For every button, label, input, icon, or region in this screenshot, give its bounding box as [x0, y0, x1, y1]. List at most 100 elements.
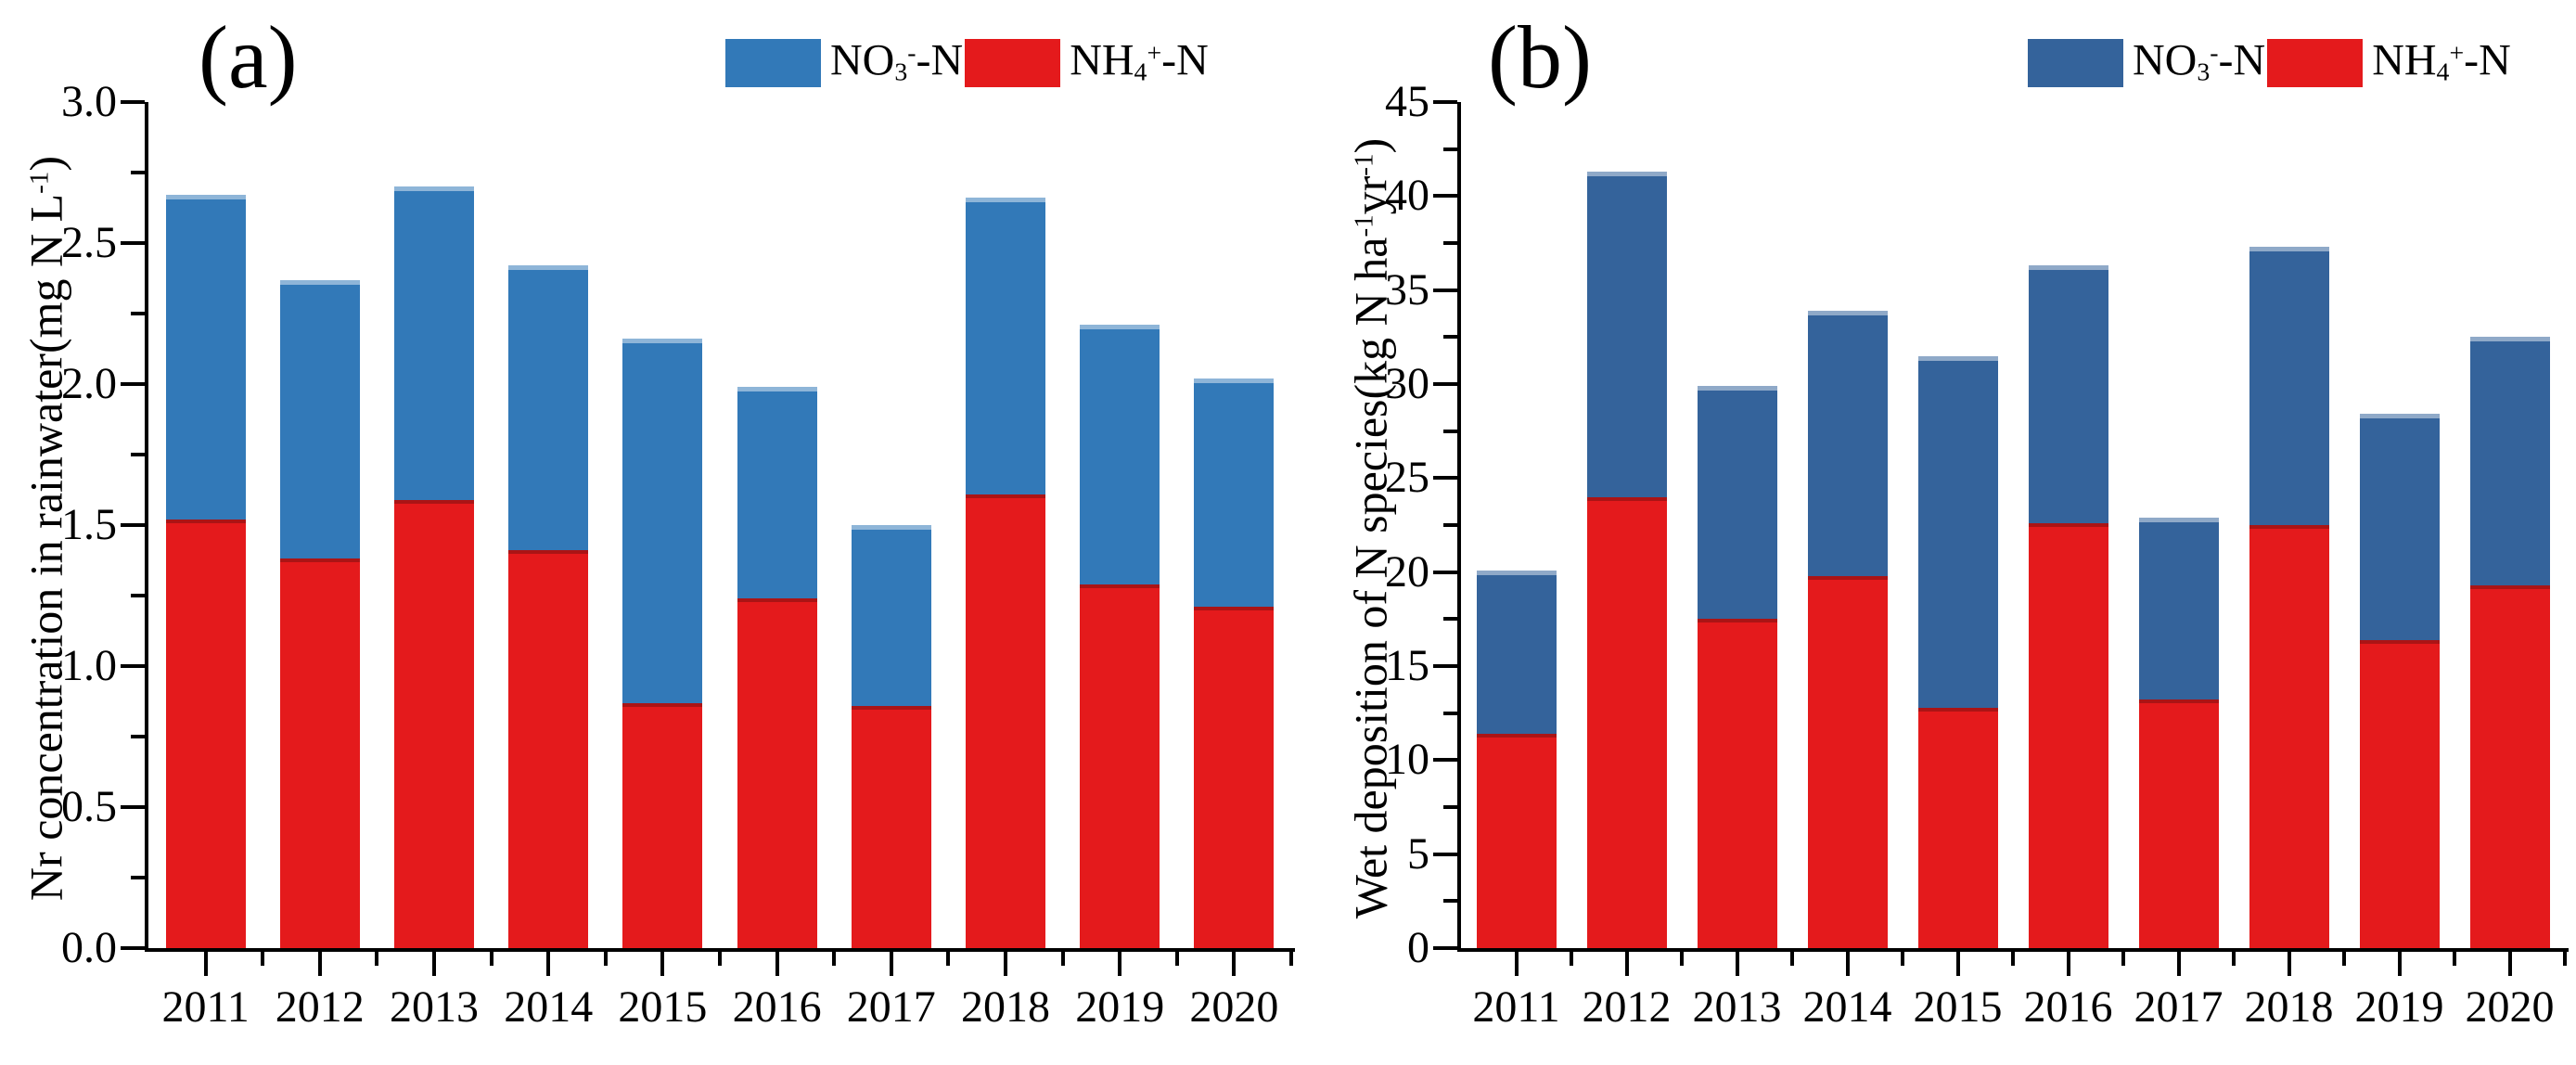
label-segment: NH — [2372, 35, 2437, 85]
y-major-tick — [1433, 100, 1457, 104]
y-minor-tick — [131, 171, 145, 174]
label-segment: Wet deposition of N species(kg N ha — [1344, 237, 1397, 919]
label-segment: NO — [2133, 35, 2198, 85]
x-minor-tick — [1790, 952, 1794, 966]
bar-2018-nh4-segment — [2249, 525, 2329, 948]
x-major-tick — [1845, 952, 1850, 976]
y-tick-label: 35 — [1385, 264, 1429, 314]
bar-2019-no3-segment — [1080, 325, 1160, 584]
label-segment: + — [1147, 39, 1162, 68]
y-minor-tick — [131, 594, 145, 597]
bar-2018-no3-segment — [966, 198, 1045, 494]
label-segment: ) — [1344, 137, 1397, 154]
y-major-tick — [121, 946, 145, 950]
legend-label-nh4: NH4+-N — [1070, 28, 1209, 99]
y-major-tick — [121, 664, 145, 668]
label-segment: -N — [1161, 35, 1209, 85]
label-segment: -N — [916, 35, 964, 85]
y-tick-label: 2.5 — [61, 218, 117, 267]
bar-2019-nh4-segment — [1080, 584, 1160, 948]
bar-2012-nh4-segment — [279, 558, 360, 948]
y-minor-tick — [1443, 711, 1457, 715]
x-tick-label: 2016 — [2023, 982, 2113, 1032]
bar-2017-nh4-segment — [2138, 699, 2219, 948]
label-segment: -N — [2218, 35, 2266, 85]
x-minor-tick — [375, 952, 379, 966]
y-major-tick — [1433, 288, 1457, 292]
label-segment: yr — [1344, 175, 1397, 215]
legend: NO3--N NH4+-N — [2028, 28, 2513, 99]
x-minor-tick — [1901, 952, 1904, 966]
label-segment: NO — [830, 35, 895, 85]
x-minor-tick — [946, 952, 951, 966]
x-major-tick — [432, 952, 436, 976]
legend-label-nh4: NH4+-N — [2372, 28, 2511, 99]
bar-2016-nh4-segment — [737, 598, 817, 948]
y-tick-label: 40 — [1385, 171, 1429, 221]
y-axis-line — [1457, 102, 1461, 952]
x-tick-label: 2015 — [1913, 982, 2003, 1032]
bar-2017-no3-segment — [2138, 517, 2219, 700]
y-major-tick — [1433, 758, 1457, 763]
x-major-tick — [1955, 952, 1960, 976]
label-segment: - — [907, 39, 916, 68]
legend-label-no3: NO3--N — [830, 28, 963, 99]
x-tick-label: 2020 — [1189, 982, 1279, 1032]
label-segment: -N — [2464, 35, 2511, 85]
y-minor-tick — [131, 876, 145, 879]
x-minor-tick — [489, 952, 493, 966]
y-major-tick — [121, 805, 145, 809]
x-major-tick — [2397, 952, 2402, 976]
label-segment: 4 — [2436, 58, 2450, 87]
bar-2019-no3-segment — [2359, 414, 2440, 640]
bar-2013-no3-segment — [1697, 386, 1777, 620]
y-major-tick — [1433, 946, 1457, 950]
y-tick-label: 2.0 — [61, 359, 117, 408]
y-major-tick — [121, 523, 145, 527]
y-tick-label: 15 — [1385, 641, 1429, 690]
x-axis-line — [1457, 948, 2569, 952]
bar-2014-no3-segment — [508, 265, 589, 551]
x-tick-label: 2012 — [1582, 982, 1672, 1032]
bar-2013-no3-segment — [394, 186, 474, 500]
legend-swatch-nh4 — [2267, 39, 2364, 88]
x-minor-tick — [1174, 952, 1179, 966]
bar-2016-no3-segment — [737, 387, 817, 599]
x-major-tick — [1118, 952, 1122, 976]
y-tick-label: 0 — [1407, 923, 1429, 972]
x-minor-tick — [718, 952, 722, 966]
y-tick-label: 1.5 — [61, 500, 117, 549]
x-minor-tick — [2232, 952, 2236, 966]
y-major-tick — [1433, 476, 1457, 481]
x-major-tick — [1232, 952, 1237, 976]
x-minor-tick — [832, 952, 837, 966]
y-minor-tick — [1443, 523, 1457, 527]
x-tick-label: 2019 — [2354, 982, 2444, 1032]
x-tick-label: 2011 — [161, 982, 250, 1032]
x-minor-tick — [1060, 952, 1065, 966]
bar-2011-no3-segment — [1476, 570, 1557, 734]
x-minor-tick — [2342, 952, 2346, 966]
x-minor-tick — [2011, 952, 2015, 966]
bar-2014-no3-segment — [1807, 310, 1888, 576]
x-major-tick — [1624, 952, 1629, 976]
x-major-tick — [2176, 952, 2181, 976]
y-minor-tick — [1443, 429, 1457, 433]
label-segment: 3 — [2197, 58, 2211, 87]
x-minor-tick — [2563, 952, 2567, 966]
x-major-tick — [1004, 952, 1007, 976]
y-major-tick — [1433, 570, 1457, 574]
y-major-tick — [121, 382, 145, 386]
x-major-tick — [317, 952, 322, 976]
bar-2018-nh4-segment — [966, 494, 1045, 948]
x-major-tick — [2066, 952, 2070, 976]
bar-2014-nh4-segment — [508, 550, 589, 948]
bar-2016-no3-segment — [2028, 265, 2108, 523]
bar-2012-no3-segment — [279, 279, 360, 559]
x-minor-tick — [1680, 952, 1684, 966]
y-tick-label: 20 — [1385, 546, 1429, 597]
panel-b-label: (b) — [1488, 7, 1592, 107]
x-minor-tick — [2121, 952, 2125, 966]
x-minor-tick — [2453, 952, 2456, 966]
